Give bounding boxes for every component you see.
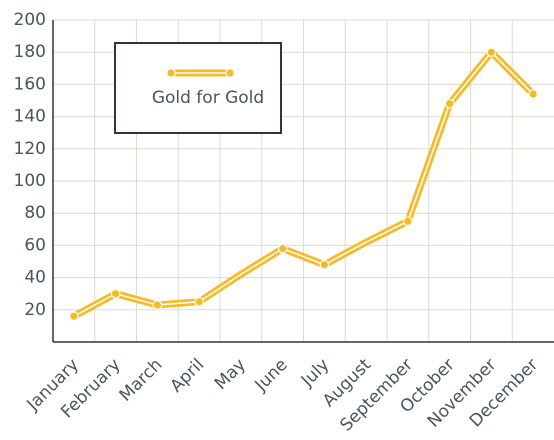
legend-point [225, 68, 235, 78]
point [194, 296, 204, 307]
y-tick-label: 20 [24, 300, 46, 320]
legend-box [114, 42, 282, 134]
y-tick-label: 60 [24, 235, 46, 255]
x-tick-label: April [167, 355, 209, 397]
x-tick-label: March [116, 355, 167, 406]
y-tick-label: 80 [24, 203, 46, 223]
legend-point [166, 68, 176, 78]
point [319, 259, 330, 270]
point [486, 47, 497, 57]
y-tick-label: 140 [14, 107, 46, 127]
x-tick-label: May [211, 355, 250, 394]
x-tick-label: July [297, 355, 333, 391]
point [152, 300, 163, 310]
legend: Gold for Gold [114, 42, 282, 134]
legend-label: Gold for Gold [152, 88, 264, 108]
y-tick-label: 160 [14, 74, 46, 94]
plot [69, 46, 538, 322]
point [277, 243, 288, 254]
y-tick-label: 120 [14, 139, 46, 159]
point [69, 311, 79, 322]
series-line-inner [73, 51, 534, 317]
point [444, 98, 455, 109]
y-tick-label: 200 [14, 10, 46, 30]
x-tick-label: June [251, 355, 292, 396]
point [110, 288, 121, 299]
y-tick-label: 100 [14, 171, 46, 191]
point [403, 216, 413, 227]
y-tick-label: 180 [14, 42, 46, 62]
y-tick-label: 40 [24, 268, 46, 288]
point [528, 89, 538, 99]
